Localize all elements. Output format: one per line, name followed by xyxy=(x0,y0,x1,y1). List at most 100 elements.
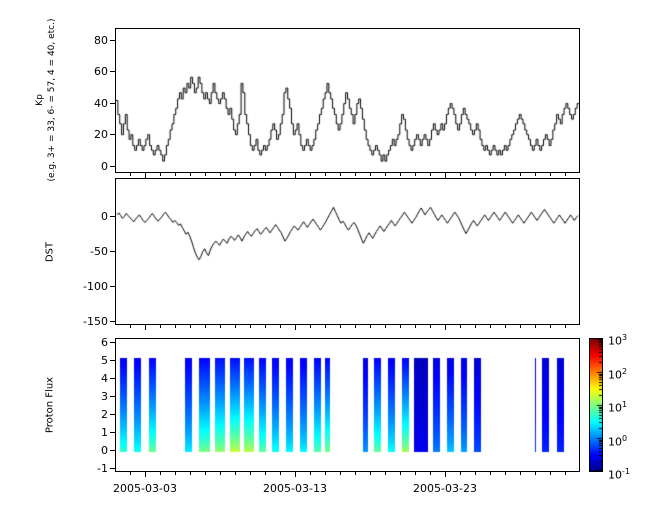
tick-mark xyxy=(415,472,416,475)
tick-mark xyxy=(475,173,476,176)
tick-mark xyxy=(565,472,566,475)
tick-mark xyxy=(385,472,386,475)
tick-mark xyxy=(205,472,206,475)
tick-mark xyxy=(295,173,296,178)
tick-mark xyxy=(220,472,221,475)
dst-plot-canvas xyxy=(116,179,579,324)
y-tick-label: 3 xyxy=(101,390,108,404)
tick-mark xyxy=(445,325,446,330)
tick-mark xyxy=(415,173,416,176)
proton-flux-axis-label: Proton Flux xyxy=(44,376,56,434)
tick-mark xyxy=(565,325,566,328)
colorbar-tick-label: 103 xyxy=(608,333,628,348)
tick-mark xyxy=(340,472,341,475)
tick-mark xyxy=(160,325,161,328)
tick-mark xyxy=(490,472,491,475)
tick-mark xyxy=(355,472,356,475)
colorbar-tick-label: 100 xyxy=(608,433,628,449)
tick-mark xyxy=(490,325,491,328)
tick-mark xyxy=(235,472,236,475)
tick-mark xyxy=(175,472,176,475)
tick-mark xyxy=(110,166,115,167)
tick-mark xyxy=(145,472,146,477)
tick-mark xyxy=(280,173,281,176)
colorbar-tick-label: 101 xyxy=(608,400,628,415)
tick-mark xyxy=(175,325,176,328)
tick-mark xyxy=(190,472,191,475)
tick-mark xyxy=(565,173,566,176)
tick-mark xyxy=(325,472,326,475)
tick-mark xyxy=(265,472,266,475)
tick-mark xyxy=(430,325,431,328)
tick-mark xyxy=(430,173,431,176)
tick-mark xyxy=(280,325,281,328)
y-tick-label: 80 xyxy=(94,33,108,47)
tick-mark xyxy=(110,286,115,287)
x-tick-label: 2005-03-23 xyxy=(413,482,477,495)
y-tick-label: 2 xyxy=(101,408,108,422)
tick-mark xyxy=(310,325,311,328)
tick-mark xyxy=(550,325,551,328)
tick-mark xyxy=(385,325,386,328)
tick-mark xyxy=(190,173,191,176)
tick-mark xyxy=(325,325,326,328)
tick-mark xyxy=(250,325,251,328)
y-tick-label: -150 xyxy=(83,314,108,328)
colorbar-tick-label: 102 xyxy=(608,366,628,382)
colorbar xyxy=(589,338,603,472)
tick-mark xyxy=(340,325,341,328)
tick-mark xyxy=(160,472,161,475)
proton-flux-panel xyxy=(115,338,580,472)
y-tick-label: 6 xyxy=(101,336,108,350)
tick-mark xyxy=(535,173,536,176)
tick-mark xyxy=(340,173,341,176)
tick-mark xyxy=(110,432,115,433)
tick-mark xyxy=(110,216,115,217)
tick-mark xyxy=(445,173,446,178)
tick-mark xyxy=(110,321,115,322)
x-tick-label: 2005-03-13 xyxy=(263,482,327,495)
tick-mark xyxy=(505,325,506,328)
tick-mark xyxy=(110,40,115,41)
tick-mark xyxy=(355,325,356,328)
tick-mark xyxy=(445,472,446,477)
y-tick-label: 20 xyxy=(94,128,108,142)
tick-mark xyxy=(460,472,461,475)
tick-mark xyxy=(265,325,266,328)
kp-axis-label-line1: Kp xyxy=(35,94,45,106)
tick-mark xyxy=(110,378,115,379)
tick-mark xyxy=(400,173,401,176)
tick-mark xyxy=(520,472,521,475)
tick-mark xyxy=(475,472,476,475)
y-tick-label: -50 xyxy=(90,244,108,258)
tick-mark xyxy=(460,173,461,176)
tick-mark xyxy=(160,173,161,176)
tick-mark xyxy=(550,472,551,475)
tick-mark xyxy=(110,103,115,104)
x-tick-label: 2005-03-03 xyxy=(113,482,177,495)
tick-mark xyxy=(310,173,311,176)
dst-panel xyxy=(115,178,580,325)
tick-mark xyxy=(325,173,326,176)
tick-mark xyxy=(235,325,236,328)
tick-mark xyxy=(400,325,401,328)
tick-mark xyxy=(385,173,386,176)
kp-axis-label-line2: (e.g. 3+ = 33, 6- = 57, 4 = 40, etc.) xyxy=(47,18,57,182)
tick-mark xyxy=(130,325,131,328)
tick-mark xyxy=(110,360,115,361)
y-tick-label: 60 xyxy=(94,65,108,79)
tick-mark xyxy=(355,173,356,176)
tick-mark xyxy=(220,325,221,328)
tick-mark xyxy=(190,325,191,328)
tick-mark xyxy=(430,472,431,475)
y-tick-label: 5 xyxy=(101,354,108,368)
y-tick-label: 1 xyxy=(101,426,108,440)
tick-mark xyxy=(110,134,115,135)
tick-mark xyxy=(110,71,115,72)
proton-flux-canvas xyxy=(116,339,579,471)
tick-mark xyxy=(130,472,131,475)
tick-mark xyxy=(130,173,131,176)
y-tick-label: -1 xyxy=(97,462,108,476)
tick-mark xyxy=(505,173,506,176)
